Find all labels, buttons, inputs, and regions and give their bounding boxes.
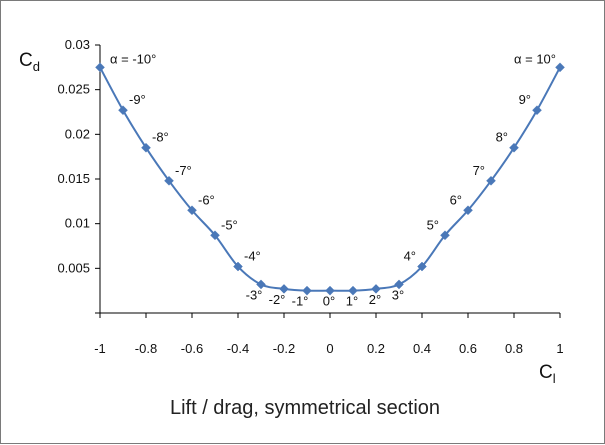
point-label: -9°	[129, 92, 146, 107]
y-tick-label: 0.015	[57, 171, 90, 186]
data-point	[486, 175, 496, 186]
point-labels: α = -10° -9° -8° -7° -6° -5° -4° -3° -2° -1° 0° 1° 2…	[110, 51, 556, 308]
data-point	[141, 142, 151, 153]
data-point	[555, 62, 565, 73]
chart-title: Lift / drag, symmetrical section	[170, 397, 440, 419]
x-tick-label: 0	[326, 341, 333, 356]
point-label: 5°	[427, 217, 439, 232]
data-point	[279, 284, 289, 294]
y-tick-label: 0.02	[65, 126, 90, 141]
x-tick-label: 0.6	[459, 341, 477, 356]
point-label: 4°	[404, 249, 416, 264]
data-point	[325, 285, 335, 296]
point-label: -3°	[246, 287, 263, 302]
x-tick-label: -1	[94, 341, 106, 356]
y-tick-label: 0.025	[57, 82, 90, 97]
data-point	[440, 230, 450, 241]
x-axis-label: Cl	[539, 362, 556, 386]
point-label: 6°	[450, 192, 462, 207]
x-tick-label: 0.8	[505, 341, 523, 356]
data-point	[233, 261, 243, 272]
x-tick-label: -0.6	[181, 341, 203, 356]
data-point	[95, 62, 105, 73]
x-ticks: -1 -0.8 -0.6 -0.4 -0.2 0 0.2 0.4 0.6 0.8 1	[94, 313, 564, 356]
point-label: 9°	[519, 92, 531, 107]
point-label: 7°	[473, 163, 485, 178]
data-point	[210, 230, 220, 241]
point-label: 8°	[496, 130, 508, 145]
x-tick-label: 0.4	[413, 341, 431, 356]
data-point	[463, 205, 473, 216]
point-label: 0°	[323, 294, 335, 309]
y-tick-label: 0.005	[57, 260, 90, 275]
point-label: -6°	[198, 192, 215, 207]
x-tick-label: -0.2	[273, 341, 295, 356]
data-point	[417, 261, 427, 272]
data-point	[371, 284, 381, 294]
y-ticks: 0.005 0.01 0.015 0.02 0.025 0.03	[57, 37, 100, 314]
point-label: 2°	[369, 292, 381, 307]
data-point	[348, 285, 358, 296]
x-tick-label: -0.8	[135, 341, 157, 356]
x-tick-label: 1	[556, 341, 563, 356]
y-axis-label: Cd	[19, 50, 40, 74]
x-tick-label: 0.2	[367, 341, 385, 356]
point-label: -7°	[175, 163, 192, 178]
point-label: 1°	[346, 294, 358, 309]
x-tick-label: -0.4	[227, 341, 249, 356]
point-label: α = -10°	[110, 51, 156, 66]
point-label: α = 10°	[514, 51, 556, 66]
point-label: 3°	[392, 287, 404, 302]
data-point	[118, 105, 128, 116]
y-tick-label: 0.01	[65, 216, 90, 231]
point-label: -4°	[244, 249, 261, 264]
point-label: -2°	[269, 292, 286, 307]
data-point	[532, 105, 542, 116]
point-label: -8°	[152, 130, 169, 145]
series-markers	[95, 62, 565, 296]
data-point	[256, 279, 266, 290]
data-point	[302, 285, 312, 296]
data-point	[394, 279, 404, 290]
y-tick-label: 0.03	[65, 37, 90, 52]
data-point	[164, 175, 174, 186]
data-point	[187, 205, 197, 216]
data-point	[509, 142, 519, 153]
point-label: -1°	[292, 294, 309, 309]
point-label: -5°	[221, 217, 238, 232]
